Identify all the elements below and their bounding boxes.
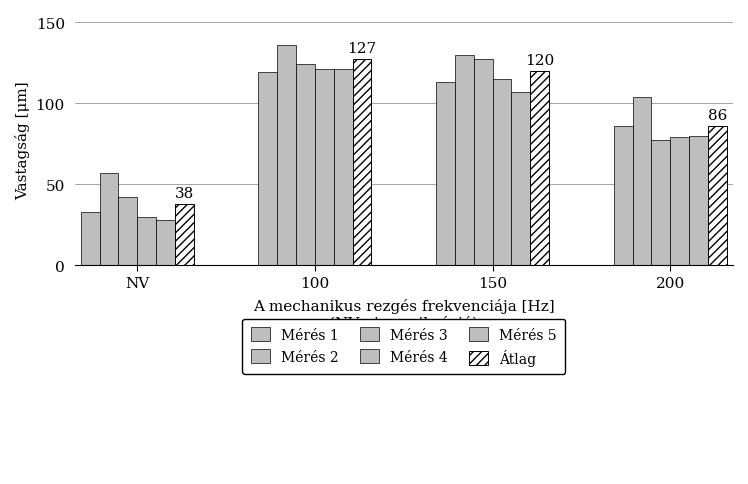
Text: 38: 38: [174, 186, 194, 200]
Bar: [296, 65, 315, 266]
Bar: [436, 83, 455, 266]
Bar: [278, 45, 296, 266]
Bar: [315, 70, 334, 266]
Text: 120: 120: [525, 54, 554, 68]
Bar: [99, 174, 118, 266]
Bar: [137, 217, 156, 266]
Bar: [156, 221, 175, 266]
Bar: [175, 204, 194, 266]
Bar: [633, 97, 652, 266]
Bar: [81, 212, 99, 266]
Bar: [352, 60, 371, 266]
Bar: [118, 198, 137, 266]
Bar: [259, 73, 278, 266]
Bar: [334, 70, 352, 266]
Bar: [512, 92, 530, 266]
Bar: [652, 141, 670, 266]
Text: 86: 86: [708, 108, 727, 122]
X-axis label: A mechanikus rezgés frekvenciája [Hz]
(NV nincs vibráció): A mechanikus rezgés frekvenciája [Hz] (N…: [253, 299, 554, 330]
Bar: [455, 56, 473, 266]
Bar: [473, 60, 493, 266]
Bar: [689, 136, 708, 266]
Legend: Mérés 1, Mérés 2, Mérés 3, Mérés 4, Mérés 5, Átlag: Mérés 1, Mérés 2, Mérés 3, Mérés 4, Méré…: [242, 319, 565, 374]
Bar: [670, 138, 689, 266]
Bar: [614, 127, 633, 266]
Bar: [493, 80, 512, 266]
Y-axis label: Vastagság [μm]: Vastagság [μm]: [15, 81, 30, 199]
Bar: [708, 127, 727, 266]
Bar: [530, 72, 549, 266]
Text: 127: 127: [347, 42, 376, 56]
